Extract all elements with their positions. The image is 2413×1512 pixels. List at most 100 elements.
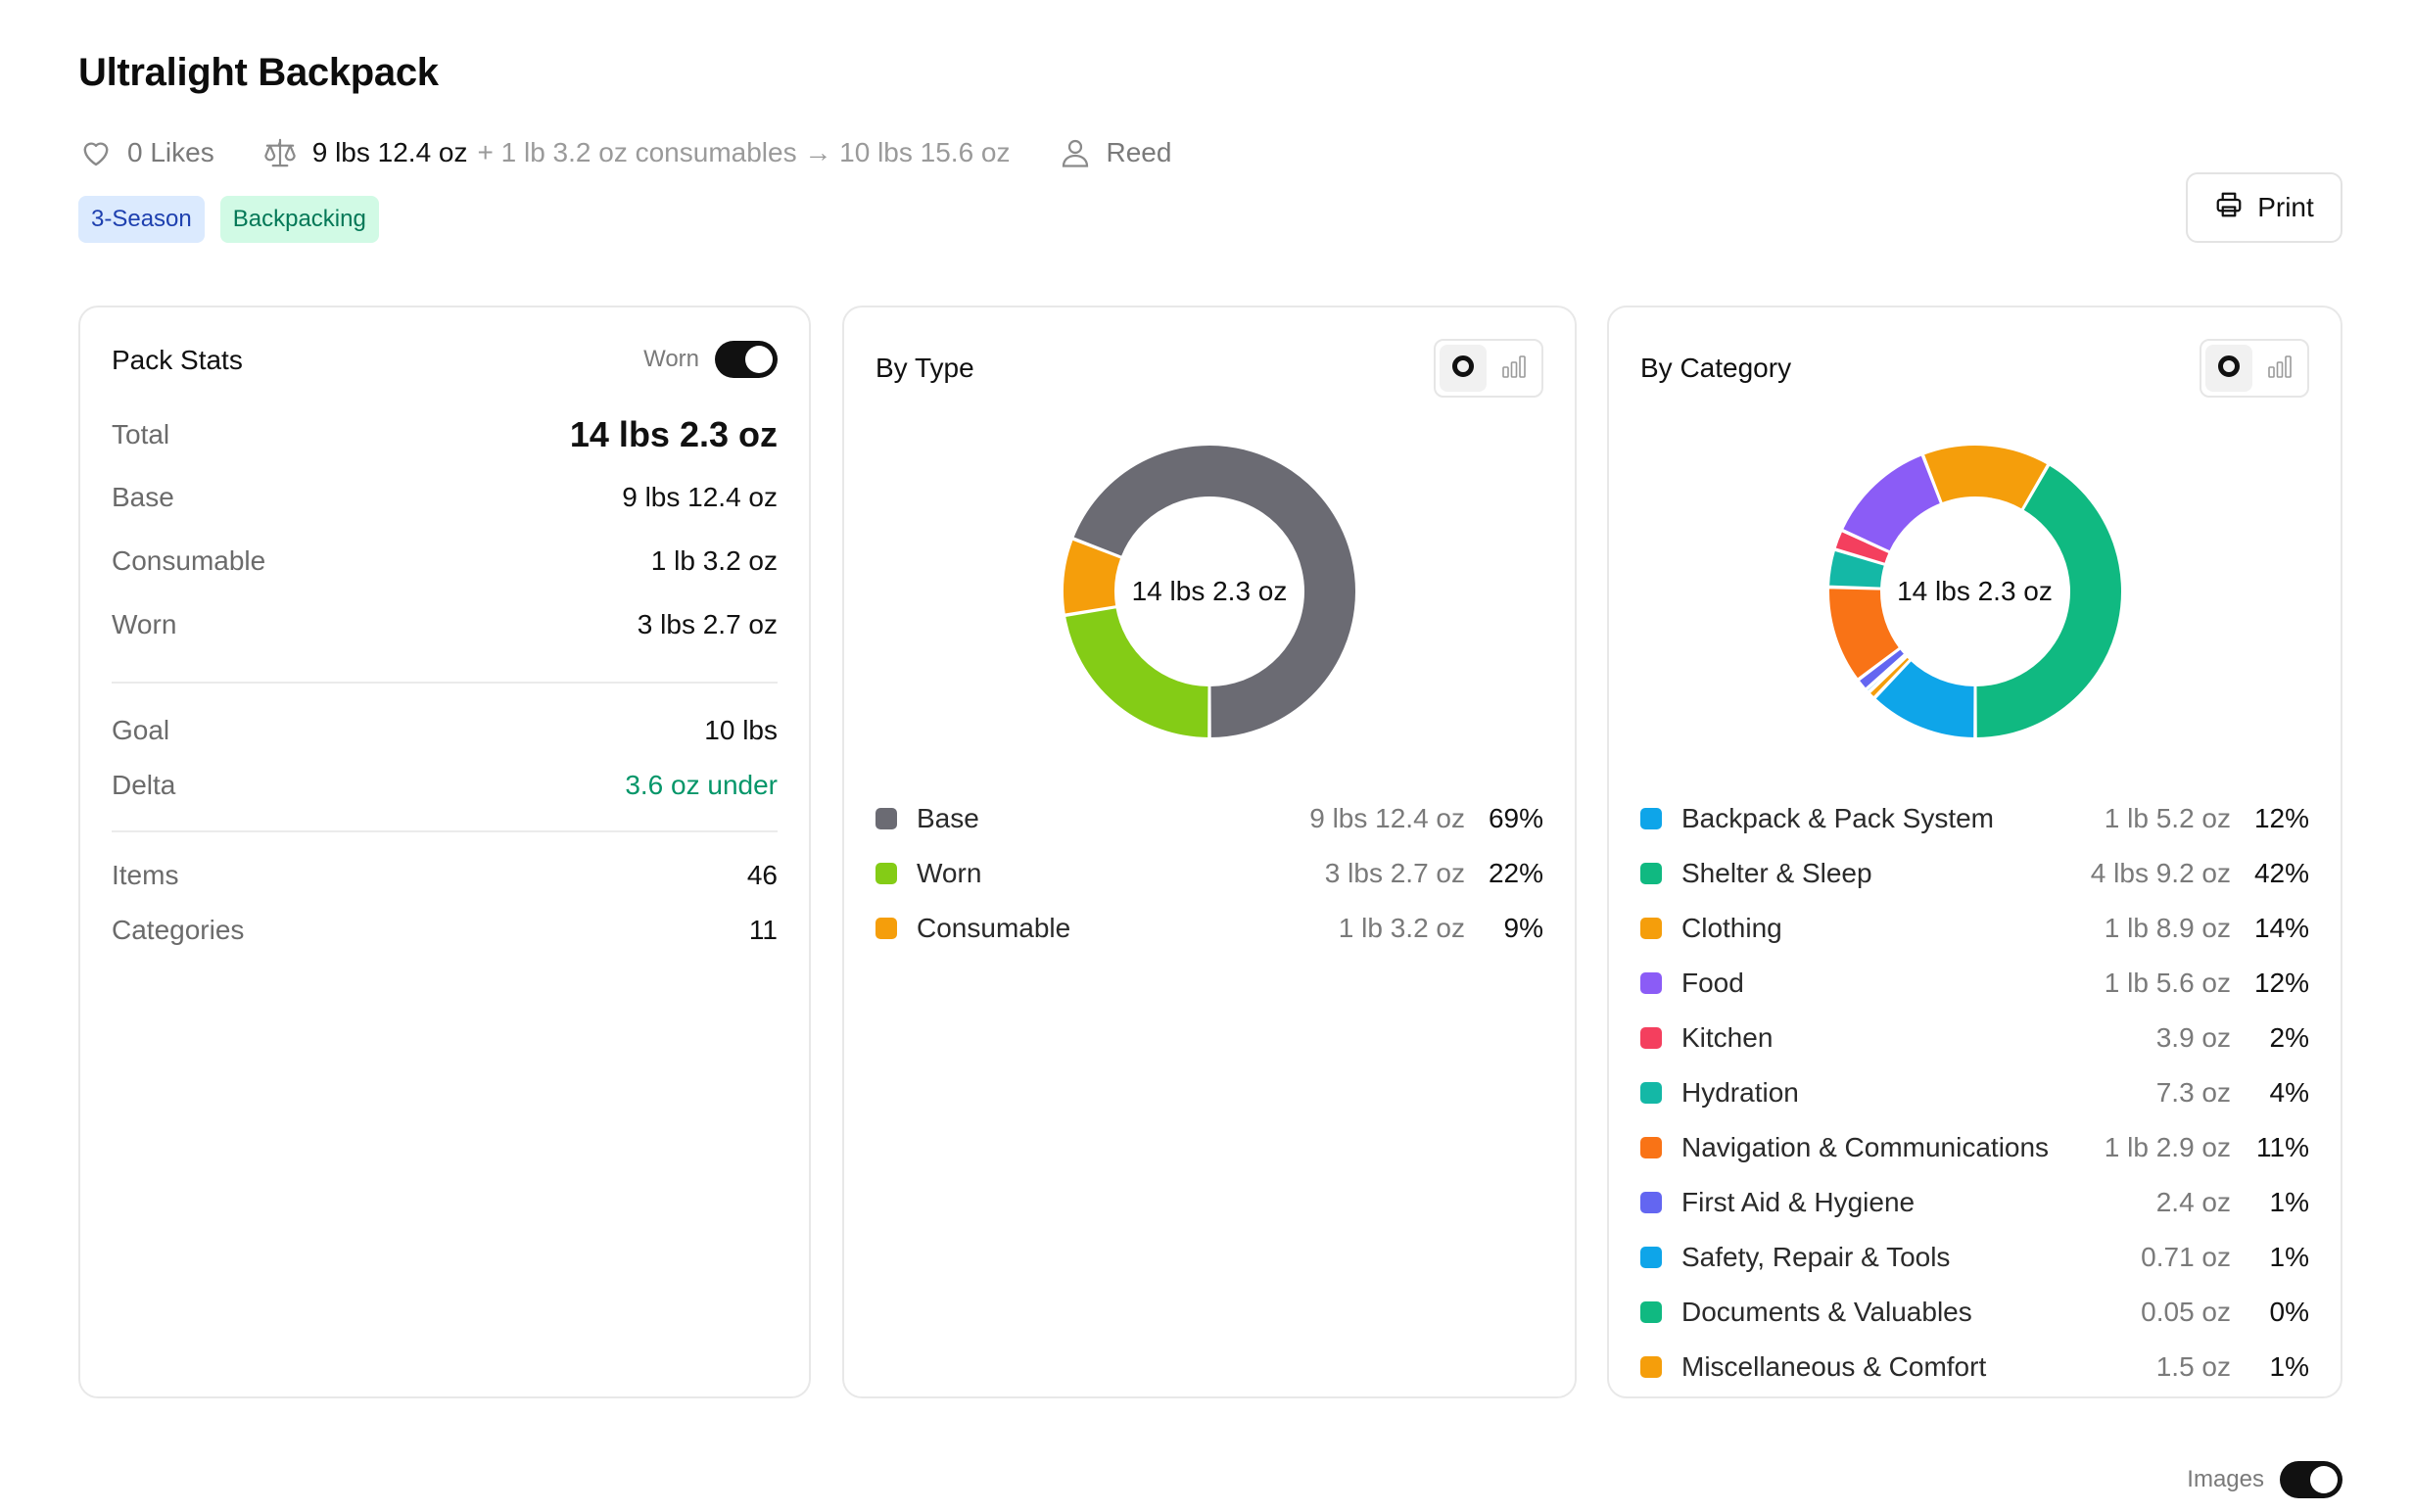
legend-weight: 1 lb 5.2 oz: [2104, 803, 2231, 833]
stat-label: Delta: [112, 770, 176, 800]
legend-swatch: [1640, 808, 1662, 829]
legend-weight: 1 lb 2.9 oz: [2104, 1132, 2231, 1162]
printer-icon: [2214, 190, 2244, 226]
legend-percent: 69%: [1488, 803, 1543, 833]
worn-toggle-label: Worn: [643, 346, 699, 372]
author[interactable]: Reed: [1058, 135, 1171, 170]
tag-season[interactable]: 3-Season: [78, 196, 205, 243]
legend-row[interactable]: Worn 3 lbs 2.7 oz 22%: [875, 846, 1543, 901]
donut-slice-hydration[interactable]: [1827, 548, 1886, 590]
chart-view-toggle: [2200, 339, 2309, 398]
legend-percent: 42%: [2253, 858, 2309, 888]
divider: [112, 830, 778, 832]
legend-row[interactable]: Clothing 1 lb 8.9 oz 14%: [1640, 901, 2309, 956]
legend-row[interactable]: Backpack & Pack System 1 lb 5.2 oz 12%: [1640, 791, 2309, 846]
stat-delta: Delta 3.6 oz under: [112, 766, 778, 805]
legend-percent: 1%: [2269, 1242, 2309, 1272]
pack-meta: 0 Likes 9 lbs 12.4 oz + 1 lb 3.2 oz cons…: [78, 133, 1171, 172]
tag-backpacking[interactable]: Backpacking: [219, 196, 379, 243]
donut-view-button[interactable]: [2205, 345, 2252, 392]
donut-slice-miscellaneous-comfort[interactable]: [1867, 655, 1912, 699]
legend-name: Consumable: [917, 913, 1071, 943]
legend-swatch: [1640, 1192, 1662, 1213]
stat-value: 3 lbs 2.7 oz: [637, 609, 778, 639]
stat-label: Goal: [112, 715, 170, 745]
pack-stats-card: Pack Stats Worn Total 14 lbs 2.3 oz Base…: [78, 306, 811, 1398]
legend-percent: 12%: [2253, 968, 2309, 998]
by-category-card: By Category 14 lbs 2.3 oz Backpack & Pac…: [1607, 306, 2342, 1398]
by-type-card: By Type 14 lbs 2.3 oz Base 9 lbs 12.4 oz 6…: [842, 306, 1577, 1398]
by-category-donut[interactable]: [1827, 445, 2122, 738]
legend-row[interactable]: Consumable 1 lb 3.2 oz 9%: [875, 901, 1543, 956]
donut-slice-navigation-communications[interactable]: [1827, 587, 1901, 682]
legend-swatch: [1640, 1137, 1662, 1158]
legend-swatch: [1640, 918, 1662, 939]
legend-percent: 1%: [2269, 1187, 2309, 1217]
bar-view-button[interactable]: [2256, 345, 2303, 392]
heart-icon[interactable]: [78, 135, 114, 170]
legend-name: Navigation & Communications: [1681, 1132, 2050, 1162]
base-weight: 9 lbs 12.4 oz: [311, 137, 468, 167]
donut-slice-backpack-pack-system[interactable]: [1872, 658, 1976, 738]
donut-slice-shelter-sleep[interactable]: [1973, 463, 2122, 738]
donut-slice-kitchen[interactable]: [1832, 529, 1891, 566]
donut-slice-food[interactable]: [1840, 452, 1942, 553]
legend-percent: 11%: [2256, 1132, 2309, 1162]
chart-view-toggle: [1434, 339, 1543, 398]
legend-row[interactable]: Shelter & Sleep 4 lbs 9.2 oz 42%: [1640, 846, 2309, 901]
legend-row[interactable]: First Aid & Hygiene 2.4 oz 1%: [1640, 1175, 2309, 1230]
legend-row[interactable]: Navigation & Communications 1 lb 2.9 oz 11…: [1640, 1120, 2309, 1175]
legend-row[interactable]: Safety, Repair & Tools 0.71 oz 1%: [1640, 1230, 2309, 1285]
stat-label: Total: [112, 419, 170, 449]
donut-slice-consumable[interactable]: [1063, 538, 1123, 616]
donut-slice-base[interactable]: [1071, 445, 1356, 738]
legend-name: Backpack & Pack System: [1681, 803, 1995, 833]
worn-toggle[interactable]: [715, 341, 778, 378]
legend-row[interactable]: Kitchen 3.9 oz 2%: [1640, 1011, 2309, 1065]
donut-view-icon: [1450, 354, 1476, 384]
weight-summary: 9 lbs 12.4 oz + 1 lb 3.2 oz consumables …: [261, 135, 1011, 170]
print-button[interactable]: Print: [2186, 172, 2342, 243]
legend-row[interactable]: Hydration 7.3 oz 4%: [1640, 1065, 2309, 1120]
by-category-legend: Backpack & Pack System 1 lb 5.2 oz 12% Shel…: [1640, 791, 2309, 1394]
legend-percent: 12%: [2253, 803, 2309, 833]
donut-slice-worn[interactable]: [1063, 605, 1210, 738]
legend-swatch: [1640, 1301, 1662, 1323]
bar-view-icon: [2266, 354, 2294, 384]
stat-value: 10 lbs: [704, 715, 778, 745]
worn-toggle-group: Worn: [643, 341, 778, 378]
stat-label: Worn: [112, 609, 177, 639]
likes-count: 0 Likes: [127, 137, 214, 167]
legend-name: Food: [1681, 968, 1744, 998]
legend-name: Hydration: [1681, 1077, 1799, 1108]
stat-label: Consumable: [112, 545, 266, 576]
stat-value: 9 lbs 12.4 oz: [622, 482, 778, 512]
legend-row[interactable]: Base 9 lbs 12.4 oz 69%: [875, 791, 1543, 846]
legend-weight: 2.4 oz: [2155, 1187, 2231, 1217]
legend-swatch: [1640, 1027, 1662, 1049]
stat-value: 14 lbs 2.3 oz: [569, 414, 778, 454]
donut-slice-clothing[interactable]: [1921, 445, 2050, 511]
legend-weight: 3 lbs 2.7 oz: [1324, 858, 1465, 888]
legend-row[interactable]: Documents & Valuables 0.05 oz 0%: [1640, 1285, 2309, 1340]
legend-name: Clothing: [1681, 913, 1782, 943]
stat-consumable: Consumable 1 lb 3.2 oz: [112, 542, 778, 581]
images-toggle[interactable]: [2280, 1461, 2342, 1498]
likes[interactable]: 0 Likes: [78, 135, 214, 170]
donut-slice-safety-repair-tools[interactable]: [1865, 653, 1908, 693]
legend-name: Base: [917, 803, 979, 833]
bar-view-button[interactable]: [1490, 345, 1538, 392]
legend-row[interactable]: Miscellaneous & Comfort 1.5 oz 1%: [1640, 1340, 2309, 1394]
donut-view-button[interactable]: [1440, 345, 1487, 392]
legend-percent: 0%: [2269, 1297, 2309, 1327]
legend-name: Worn: [917, 858, 982, 888]
legend-weight: 1 lb 5.6 oz: [2104, 968, 2231, 998]
legend-name: Miscellaneous & Comfort: [1681, 1351, 1987, 1382]
legend-swatch: [875, 918, 897, 939]
legend-row[interactable]: Food 1 lb 5.6 oz 12%: [1640, 956, 2309, 1011]
donut-slice-first-aid-hygiene[interactable]: [1856, 646, 1907, 691]
page-title: Ultralight Backpack: [78, 51, 439, 94]
stat-value: 11: [748, 915, 778, 945]
legend-percent: 4%: [2269, 1077, 2309, 1108]
by-type-donut[interactable]: [1063, 445, 1356, 738]
